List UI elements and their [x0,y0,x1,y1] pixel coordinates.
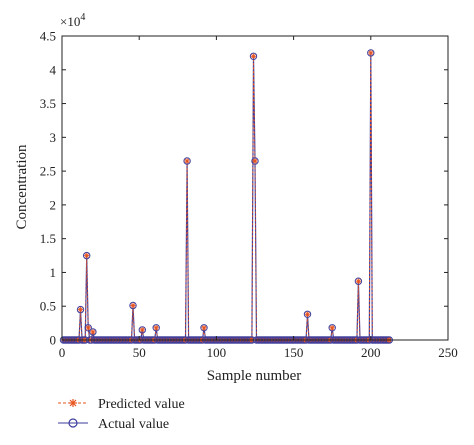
actual-point [303,310,312,318]
predicted-point [139,327,145,333]
actual-point [200,324,208,332]
y-multiplier-label: ×104 [60,12,85,29]
actual-point [129,301,137,310]
actual-point [83,251,91,260]
predicted-point [250,53,257,59]
predicted-point [368,50,374,56]
x-tick-label: 250 [438,345,458,360]
y-tick-label: 2.5 [40,164,56,179]
y-tick-label: 3.5 [40,96,56,111]
predicted-point [90,329,96,335]
actual-series-line [63,52,390,341]
y-tick-label: 4 [50,62,57,77]
predicted-series-line [63,52,390,341]
plot-frame [61,35,449,341]
predicted-point [184,158,190,164]
actual-point [249,52,258,60]
x-tick-label: 0 [59,345,66,360]
actual-point [354,277,363,285]
legend: Predicted value Actual value [58,397,185,432]
predicted-point [252,158,258,164]
x-tick-label: 150 [284,345,304,360]
y-tick-label: 1 [50,265,57,280]
y-tick-label: 0.5 [40,299,56,314]
actual-point [183,157,191,165]
actual-point [367,49,375,57]
plot-area [59,49,393,344]
actual-point [89,328,97,336]
predicted-point [304,311,311,317]
legend-predicted-label: Predicted value [98,397,185,412]
actual-point [152,324,160,332]
x-axis-title: Sample number [207,368,302,384]
y-tick-label: 3 [50,130,57,145]
axes: 0 50 100 150 200 250 0 0.5 1 1.5 2 2.5 3 3.5 4 4.5 [40,29,458,361]
legend-item-actual: Actual value [58,417,169,432]
y-axis-title: Concentration [14,144,30,229]
y-tick-label: 4.5 [40,29,56,44]
predicted-point [355,278,361,284]
actual-point [251,157,259,165]
actual-point [76,305,85,314]
legend-actual-label: Actual value [98,417,169,432]
x-tick-label: 200 [361,345,381,360]
actual-point [84,324,92,332]
legend-actual-marker [68,418,78,428]
predicted-point [77,307,84,313]
predicted-point [85,325,91,331]
legend-item-predicted: Predicted value [58,397,185,412]
predicted-point [329,325,335,331]
x-tick-label: 50 [133,345,146,360]
predicted-point [153,325,159,331]
y-tick-label: 2 [50,197,57,212]
x-tick-label: 100 [207,345,227,360]
y-tick-label: 0 [50,333,57,348]
actual-point [138,326,147,334]
predicted-point [84,253,90,259]
predicted-point [130,302,136,309]
legend-predicted-marker [69,399,77,407]
actual-point [328,324,336,332]
y-tick-label: 1.5 [40,231,56,246]
predicted-point [201,325,207,331]
